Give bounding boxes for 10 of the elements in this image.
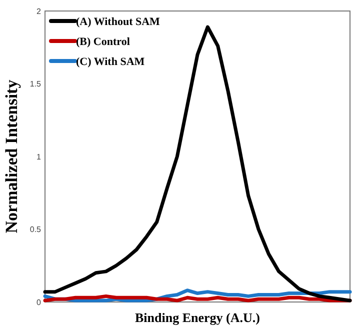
legend-label: (B) Control: [76, 36, 130, 48]
y-tick-label: 1: [36, 152, 42, 162]
y-tick-label: 1.5: [30, 80, 42, 89]
y-axis-title: Normalized Intensity: [2, 79, 21, 234]
legend-label: (C) With SAM: [76, 56, 146, 68]
y-tick-label: 0: [36, 298, 42, 307]
legend-label: (A) Without SAM: [76, 16, 161, 28]
y-tick-label: 0.5: [30, 225, 42, 234]
x-axis-title: Binding Energy (A.U.): [135, 310, 260, 325]
y-tick-label: 2: [36, 6, 42, 16]
